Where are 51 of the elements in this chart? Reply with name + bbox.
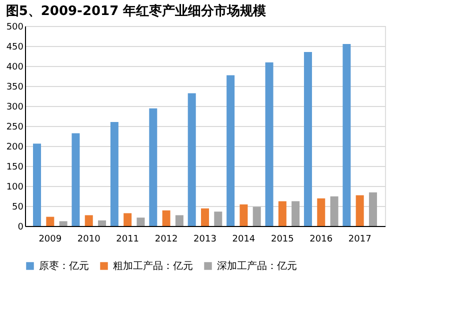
legend-label: 原枣：亿元 xyxy=(39,260,89,272)
y-tick-label: 500 xyxy=(6,22,24,32)
bar xyxy=(214,212,222,226)
bar xyxy=(356,195,364,226)
bar xyxy=(175,215,184,226)
bar xyxy=(342,44,351,226)
x-tick-label: 2017 xyxy=(348,234,372,244)
bar xyxy=(188,93,196,226)
bar xyxy=(46,216,54,226)
bar xyxy=(265,62,274,226)
bar xyxy=(304,52,312,226)
x-tick-label: 2012 xyxy=(154,234,178,244)
y-tick-label: 200 xyxy=(6,142,24,152)
bar xyxy=(149,108,158,226)
y-tick-label: 50 xyxy=(12,202,24,212)
bar xyxy=(240,204,248,226)
bar xyxy=(368,192,377,226)
chart-title: 图5、2009-2017 年红枣产业细分市场规模 xyxy=(6,3,266,19)
bar xyxy=(98,220,106,226)
x-tick-label: 2010 xyxy=(77,234,101,244)
bar xyxy=(201,208,209,226)
y-tick-label: 100 xyxy=(6,182,24,192)
bar xyxy=(330,196,338,226)
x-tick-label: 2011 xyxy=(116,234,140,244)
bar xyxy=(84,215,93,226)
x-tick-label: 2009 xyxy=(38,234,62,244)
bar xyxy=(317,198,326,226)
legend-label: 深加工产品：亿元 xyxy=(217,260,297,272)
y-tick-label: 450 xyxy=(6,42,24,52)
y-tick-label: 400 xyxy=(6,62,24,72)
bar xyxy=(59,221,68,226)
bar xyxy=(162,210,170,226)
y-tick-label: 250 xyxy=(6,122,24,132)
bar xyxy=(292,201,300,226)
x-tick-label: 2013 xyxy=(194,234,216,244)
x-tick-label: 2015 xyxy=(270,234,294,244)
bar xyxy=(72,133,80,226)
x-tick-label: 2016 xyxy=(310,234,333,244)
bar xyxy=(226,75,235,226)
y-tick-label: 0 xyxy=(18,222,24,232)
bar xyxy=(33,144,42,226)
x-tick-label: 2014 xyxy=(232,234,256,244)
y-tick-label: 350 xyxy=(6,82,24,92)
bar xyxy=(136,218,145,226)
legend-label: 粗加工产品：亿元 xyxy=(113,260,193,272)
bar xyxy=(252,206,261,226)
bar xyxy=(124,213,132,226)
y-tick-label: 300 xyxy=(6,102,24,112)
bar xyxy=(110,122,118,226)
y-tick-label: 150 xyxy=(6,162,24,172)
bar xyxy=(278,201,286,226)
